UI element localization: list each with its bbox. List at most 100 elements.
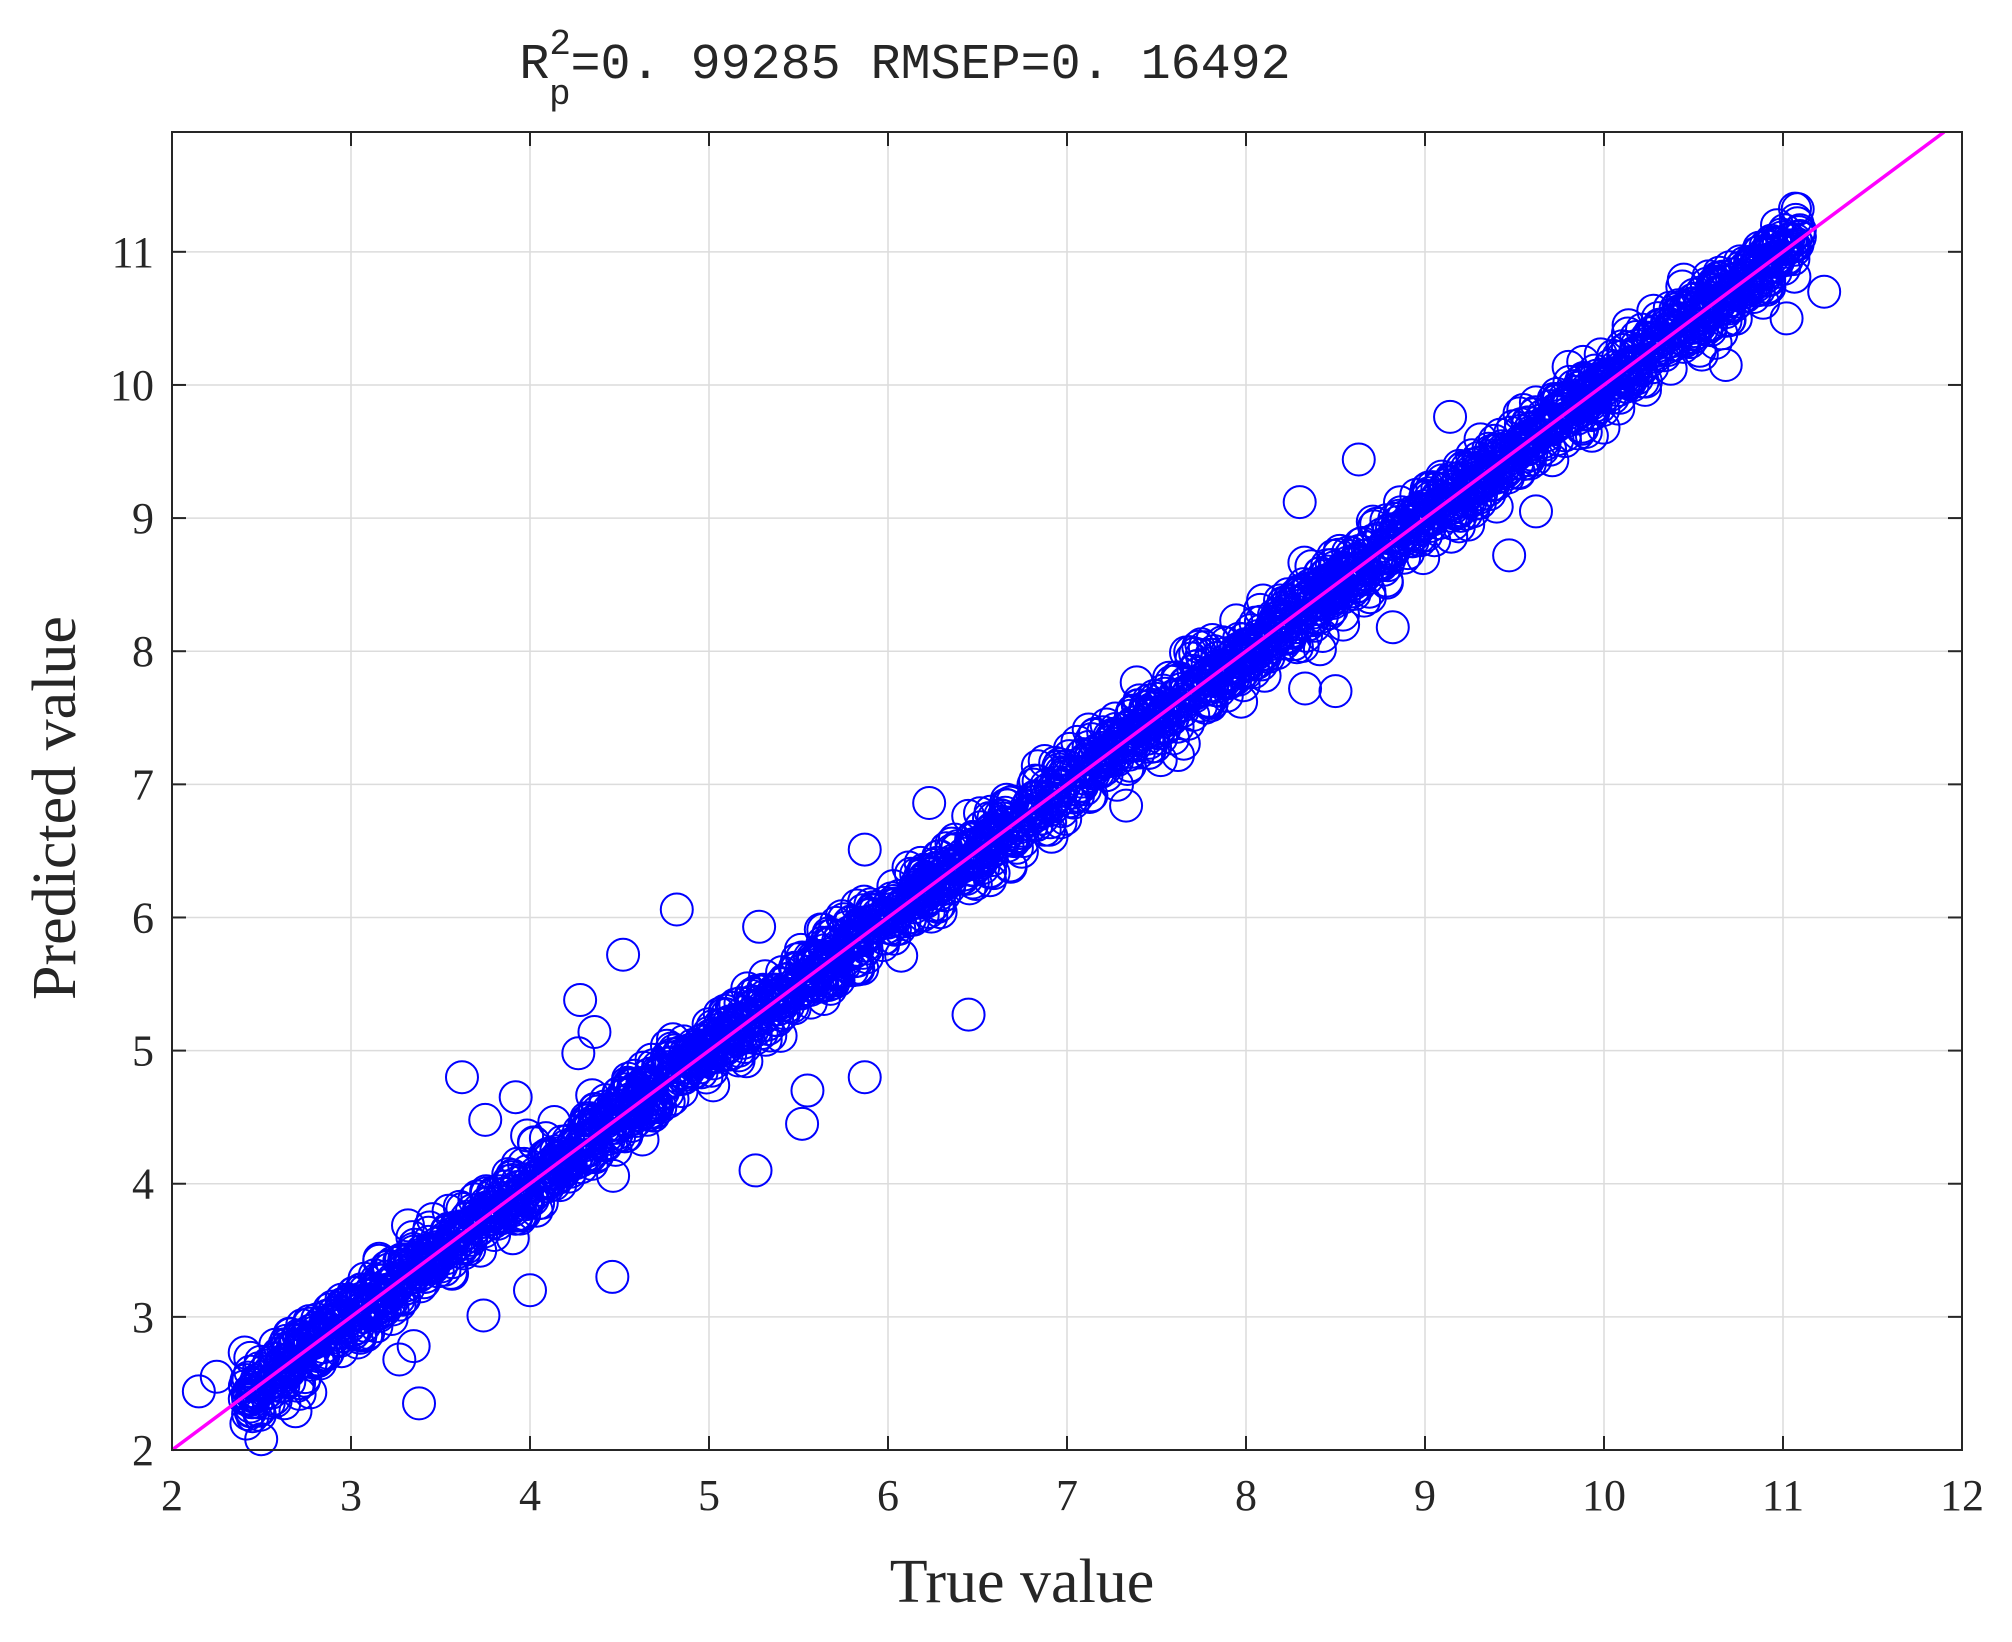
data-point — [1049, 773, 1084, 808]
data-point — [1642, 307, 1677, 342]
data-point — [1120, 688, 1155, 723]
data-point — [390, 1255, 425, 1290]
title-r-base: R — [519, 37, 549, 94]
data-point — [941, 847, 976, 882]
data-point — [577, 1014, 612, 1049]
data-point — [468, 1102, 503, 1137]
data-point — [1665, 269, 1700, 304]
data-point — [234, 1382, 269, 1417]
data-point — [231, 1397, 266, 1432]
data-point — [1180, 666, 1215, 701]
data-point — [402, 1258, 437, 1293]
data-point — [199, 1359, 234, 1394]
data-point — [738, 1021, 773, 1056]
data-point — [1425, 479, 1459, 514]
data-point — [1744, 257, 1779, 292]
data-point — [878, 903, 912, 937]
x-tick-label: 10 — [1582, 1471, 1626, 1520]
data-point — [1184, 638, 1219, 672]
data-point — [1258, 614, 1293, 649]
data-point — [785, 1106, 820, 1141]
data-point — [1449, 496, 1483, 531]
data-point — [1318, 674, 1353, 709]
data-point — [1632, 330, 1667, 365]
data-point — [824, 933, 859, 968]
data-point — [790, 1073, 825, 1108]
data-point — [437, 1219, 472, 1254]
data-point — [1093, 739, 1128, 774]
reference-line-layer — [170, 130, 1946, 1452]
data-point — [466, 1298, 501, 1333]
y-tick-label: 9 — [132, 494, 154, 543]
data-point — [415, 1236, 449, 1271]
data-point — [537, 1105, 572, 1139]
chart-title: R2 p=0. 99285 RMSEP=0. 16492 — [519, 24, 1290, 115]
data-point — [1587, 372, 1622, 407]
data-point — [1652, 290, 1687, 325]
data-point — [912, 865, 947, 900]
data-point — [1041, 749, 1076, 784]
data-point — [1184, 627, 1219, 662]
data-point — [847, 1060, 882, 1095]
data-point — [1433, 399, 1468, 434]
data-point — [1341, 442, 1376, 477]
data-point — [1147, 695, 1182, 730]
data-point — [1221, 662, 1256, 697]
x-tick-label: 6 — [877, 1471, 899, 1520]
data-point — [1025, 794, 1060, 829]
data-point — [1435, 477, 1470, 512]
data-point — [563, 983, 598, 1018]
data-point — [676, 1037, 711, 1072]
data-point — [1518, 494, 1553, 529]
data-point — [691, 1007, 726, 1042]
data-point — [846, 914, 881, 949]
data-point — [282, 1366, 317, 1401]
title-rmsep: RMSEP=0. 16492 — [871, 37, 1291, 94]
data-point — [387, 1251, 422, 1286]
data-point — [951, 997, 986, 1032]
data-point — [410, 1250, 445, 1285]
data-point — [1382, 510, 1417, 545]
data-point — [992, 785, 1027, 820]
data-point — [1658, 314, 1693, 349]
data-point — [986, 813, 1021, 848]
data-point — [1719, 261, 1754, 296]
data-point — [969, 820, 1003, 855]
data-point — [972, 818, 1007, 853]
data-point — [606, 937, 641, 972]
data-point — [1596, 338, 1631, 373]
data-point — [738, 1153, 773, 1188]
data-point — [181, 1374, 216, 1409]
data-point — [1410, 479, 1445, 513]
x-tick-label: 9 — [1414, 1471, 1436, 1520]
data-point — [1398, 501, 1433, 536]
data-point — [1248, 639, 1283, 674]
data-point — [1308, 570, 1343, 605]
data-point — [233, 1393, 268, 1428]
data-point — [1572, 379, 1607, 414]
data-point — [538, 1151, 573, 1186]
data-point — [1548, 401, 1583, 436]
data-point — [1493, 434, 1528, 468]
data-point — [784, 963, 819, 998]
data-point — [382, 1287, 417, 1322]
data-point — [1608, 359, 1643, 394]
data-point — [308, 1317, 343, 1352]
data-point — [595, 1259, 630, 1294]
data-point — [285, 1308, 320, 1343]
data-point — [1687, 298, 1722, 333]
data-point — [1500, 433, 1535, 468]
data-point — [1499, 431, 1534, 465]
data-point — [1192, 685, 1227, 720]
data-point — [402, 1386, 437, 1421]
data-point — [498, 1080, 533, 1115]
data-point — [1527, 412, 1562, 447]
ticks-layer — [171, 132, 1963, 1451]
data-point — [444, 1060, 479, 1095]
data-point — [1101, 736, 1136, 771]
data-point — [973, 854, 1008, 889]
data-point — [1375, 610, 1410, 645]
data-point — [578, 1124, 613, 1159]
